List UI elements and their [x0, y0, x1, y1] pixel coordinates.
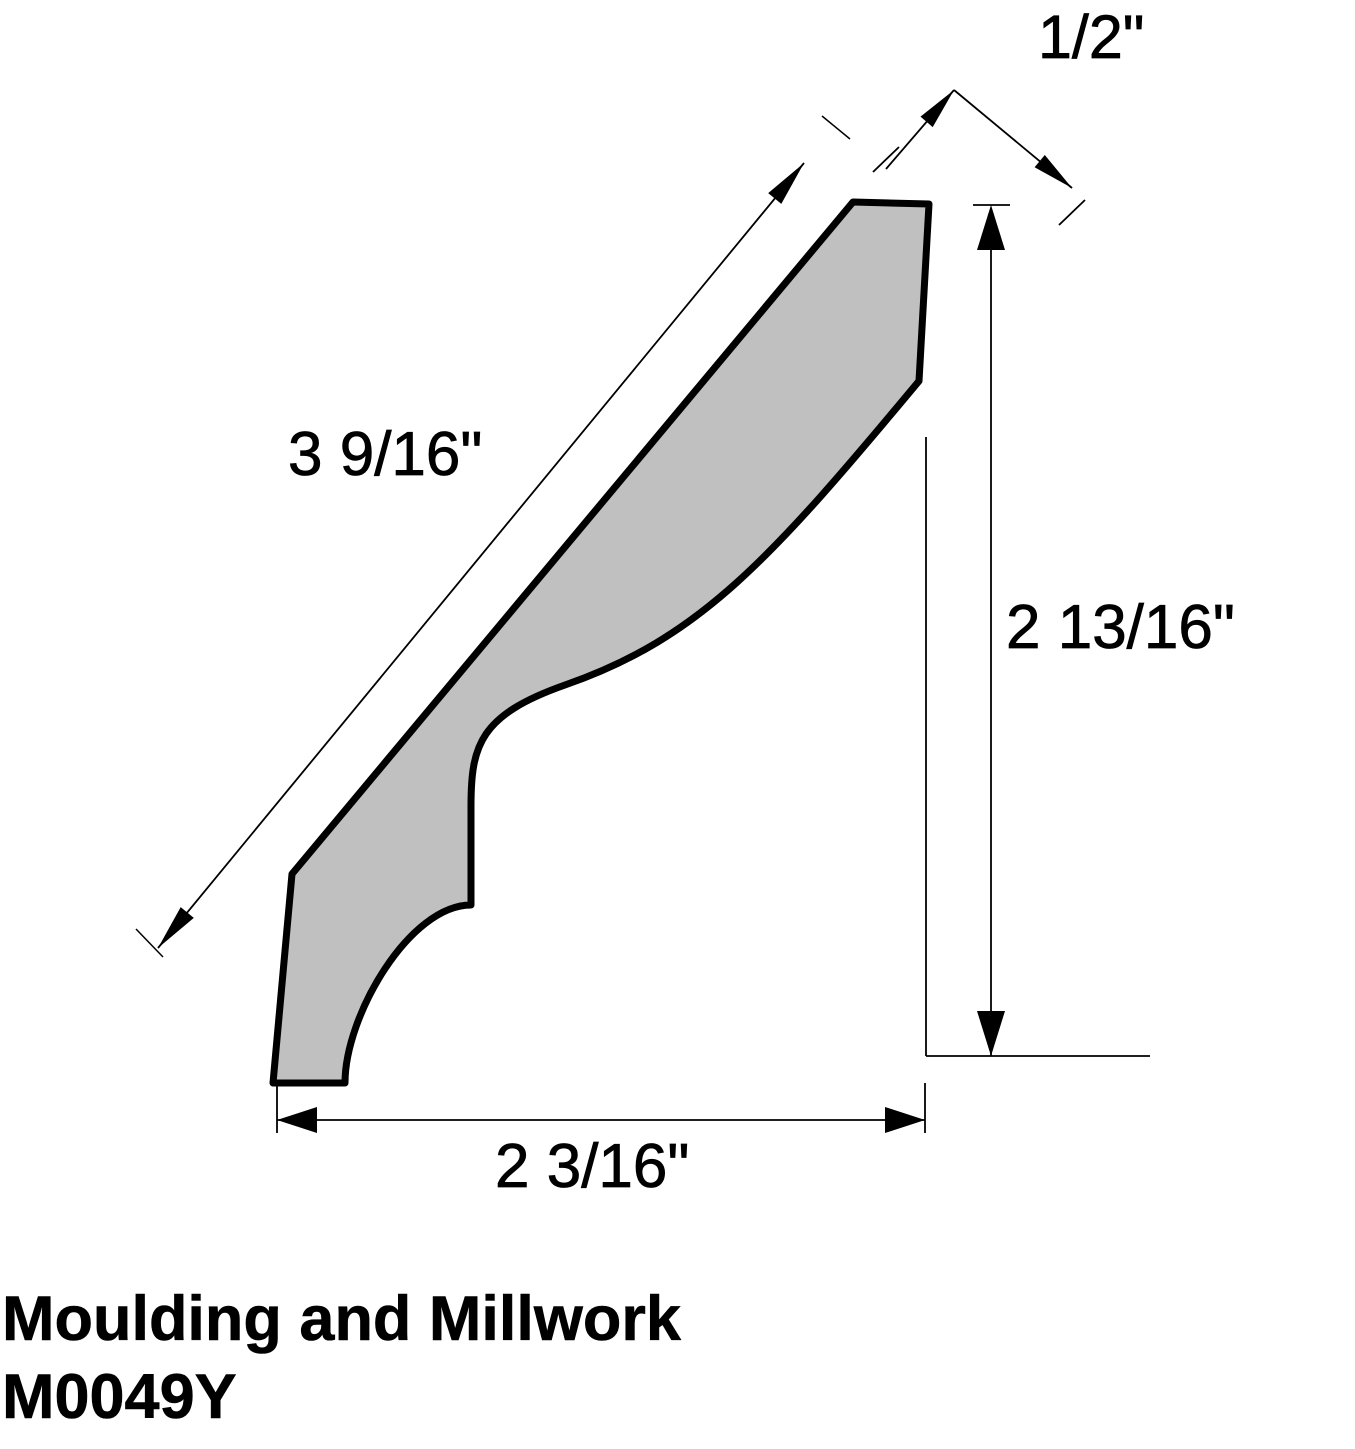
svg-text:M0049Y: M0049Y [2, 1362, 237, 1432]
svg-text:1/2": 1/2" [1038, 3, 1144, 71]
svg-text:2 13/16": 2 13/16" [1006, 593, 1235, 662]
svg-text:2 3/16": 2 3/16" [495, 1132, 689, 1201]
svg-text:3 9/16": 3 9/16" [288, 420, 482, 489]
svg-text:Moulding and Millwork: Moulding and Millwork [2, 1284, 682, 1354]
